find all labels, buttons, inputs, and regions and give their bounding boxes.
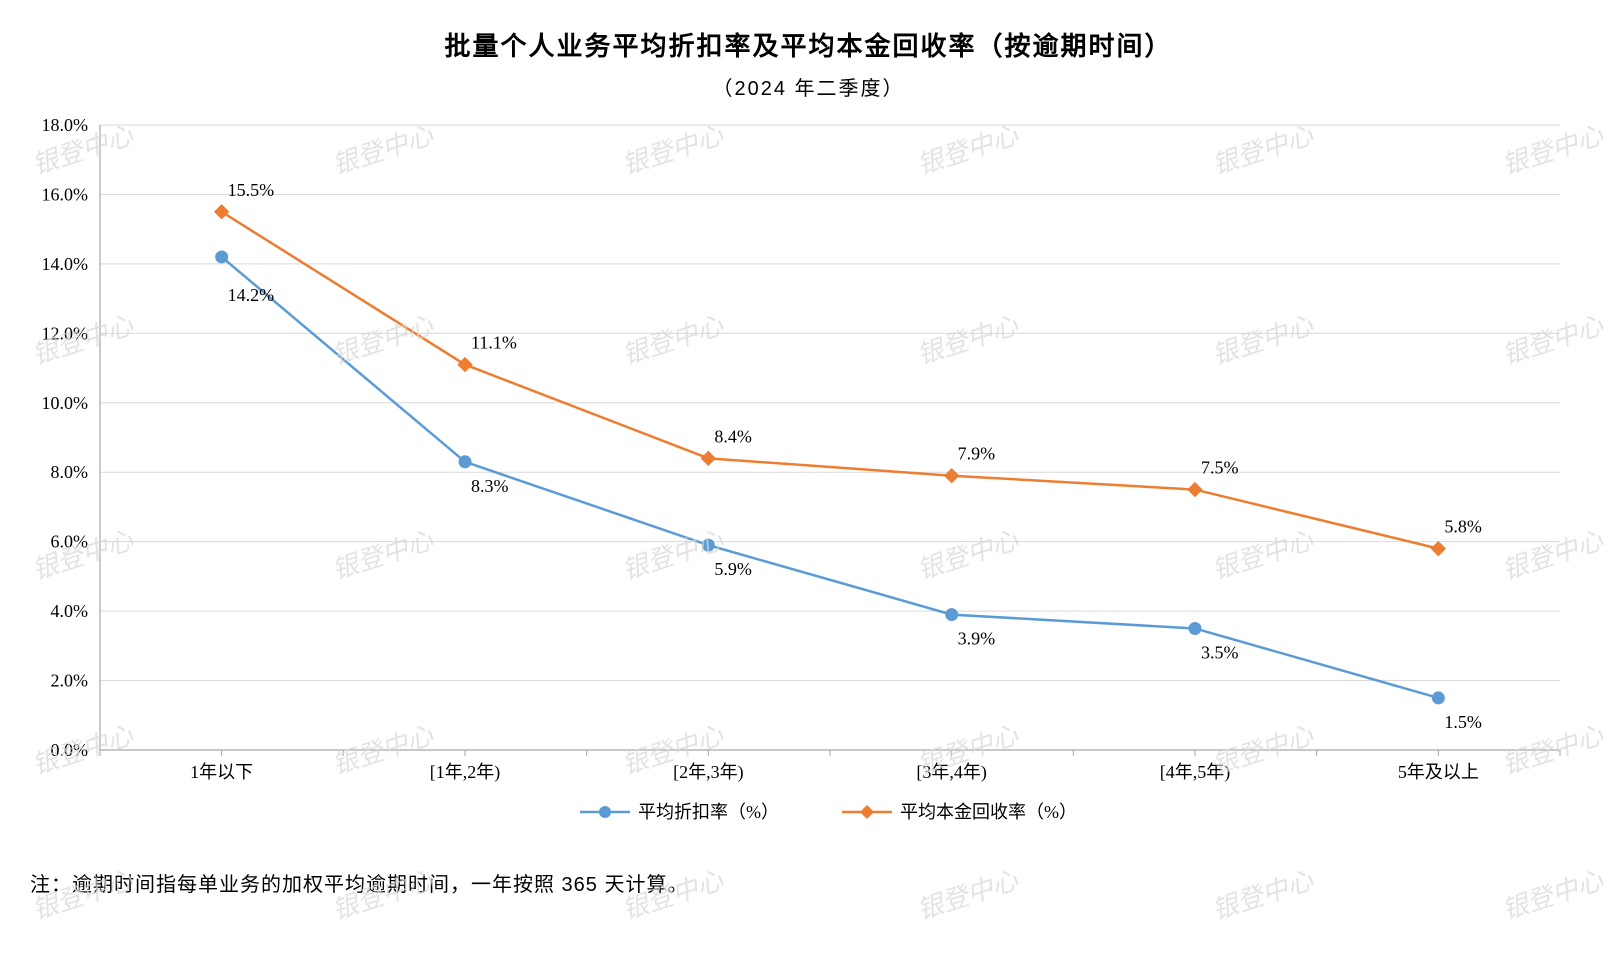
data-marker (946, 609, 958, 621)
y-tick-label: 6.0% (51, 532, 89, 552)
legend-label: 平均折扣率（%） (638, 802, 779, 822)
y-tick-label: 8.0% (51, 462, 89, 482)
y-tick-label: 16.0% (42, 184, 89, 204)
data-marker (1188, 483, 1202, 497)
data-marker (458, 358, 472, 372)
x-tick-label: [1年,2年) (430, 762, 501, 783)
data-marker (702, 539, 714, 551)
y-tick-label: 12.0% (42, 323, 89, 343)
data-label: 3.5% (1201, 642, 1239, 662)
y-tick-label: 14.0% (42, 254, 89, 274)
data-label: 11.1% (471, 333, 517, 353)
data-label: 15.5% (228, 180, 275, 200)
data-label: 7.9% (958, 444, 996, 464)
x-tick-label: [4年,5年) (1160, 762, 1231, 783)
data-marker (1189, 622, 1201, 634)
data-label: 3.9% (958, 629, 996, 649)
data-label: 7.5% (1201, 458, 1239, 478)
series-line (222, 212, 1439, 549)
chart-footnote: 注：逾期时间指每单业务的加权平均逾期时间，一年按照 365 天计算。 (30, 868, 688, 897)
x-tick-label: [2年,3年) (673, 762, 744, 783)
data-marker (215, 205, 229, 219)
data-marker (216, 251, 228, 263)
legend-marker (860, 805, 874, 819)
y-tick-label: 18.0% (42, 115, 89, 135)
data-marker (459, 456, 471, 468)
y-tick-label: 2.0% (51, 671, 89, 691)
y-tick-label: 4.0% (51, 601, 89, 621)
data-label: 1.5% (1444, 712, 1482, 732)
data-label: 8.3% (471, 476, 509, 496)
y-tick-label: 0.0% (51, 740, 89, 760)
data-label: 14.2% (228, 285, 275, 305)
legend-label: 平均本金回收率（%） (900, 802, 1077, 822)
data-label: 8.4% (714, 426, 752, 446)
x-tick-label: [3年,4年) (916, 762, 987, 783)
x-tick-label: 1年以下 (190, 762, 253, 782)
data-marker (945, 469, 959, 483)
watermark: 银登中心 (1207, 860, 1317, 927)
data-marker (701, 451, 715, 465)
legend-marker (599, 806, 611, 818)
data-label: 5.9% (714, 559, 752, 579)
data-label: 5.8% (1444, 517, 1482, 537)
y-tick-label: 10.0% (42, 393, 89, 413)
watermark: 银登中心 (1497, 860, 1607, 927)
watermark: 银登中心 (912, 860, 1022, 927)
data-marker (1431, 542, 1445, 556)
x-tick-label: 5年及以上 (1398, 762, 1479, 782)
line-chart: 0.0% 2.0% 4.0% 6.0% 8.0% 10.0% 12.0% 14.0% 16.0%… (0, 0, 1617, 860)
series-line (222, 257, 1439, 698)
data-marker (1432, 692, 1444, 704)
